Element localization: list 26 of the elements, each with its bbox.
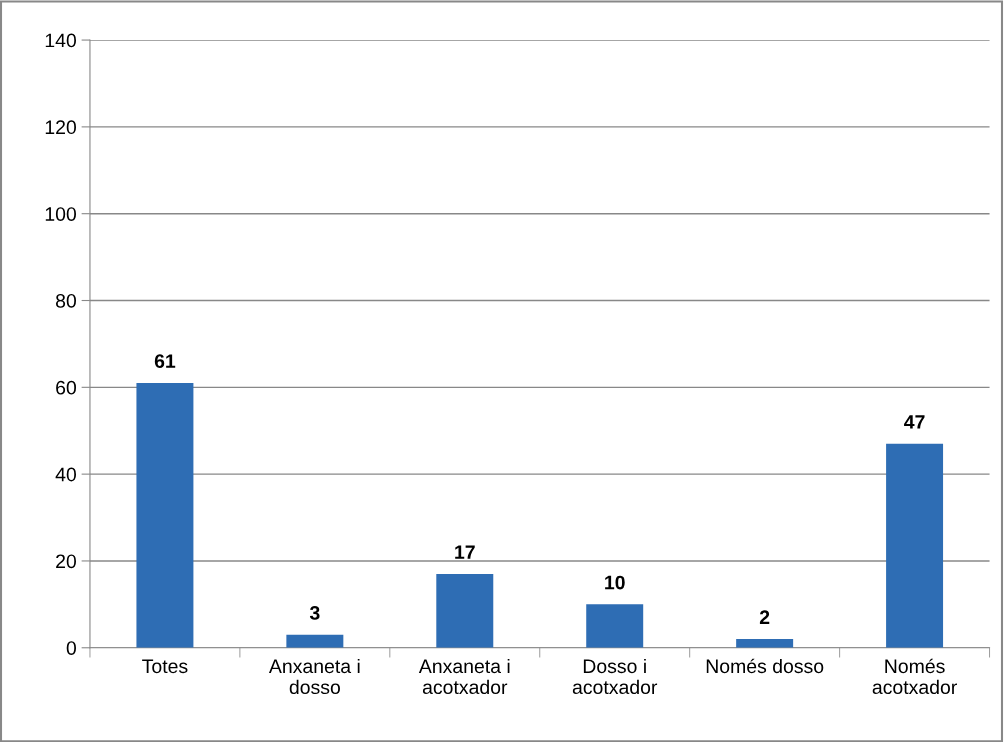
y-tick-label: 20 [56,554,77,569]
data-label: 3 [309,606,320,620]
bar [136,382,194,648]
bar [436,573,494,648]
x-tick-label: Només dosso [706,658,824,674]
data-label: 10 [605,575,625,590]
y-tick-label: 60 [56,380,77,395]
y-tick-label: 40 [55,467,77,482]
data-label: 17 [455,545,475,559]
y-tick-label: 0 [66,641,76,655]
y-tick-label: 100 [45,207,77,221]
bar [286,634,344,648]
y-tick-label: 120 [45,120,77,135]
x-tick-label: Només acotxador [872,658,957,695]
y-tick-label: 80 [55,293,77,308]
x-tick-label: Totes [142,659,188,674]
bar [736,639,794,648]
data-label: 61 [154,354,176,369]
x-tick-label: Anxaneta i dosso [268,658,360,695]
bar [586,604,644,648]
bar [886,443,944,648]
x-tick-label: Anxaneta i acotxador [418,658,510,695]
data-label: 2 [759,610,770,624]
data-label: 47 [904,415,925,429]
y-tick-label: 140 [45,33,77,48]
x-tick-label: Dosso i acotxador [572,658,658,695]
